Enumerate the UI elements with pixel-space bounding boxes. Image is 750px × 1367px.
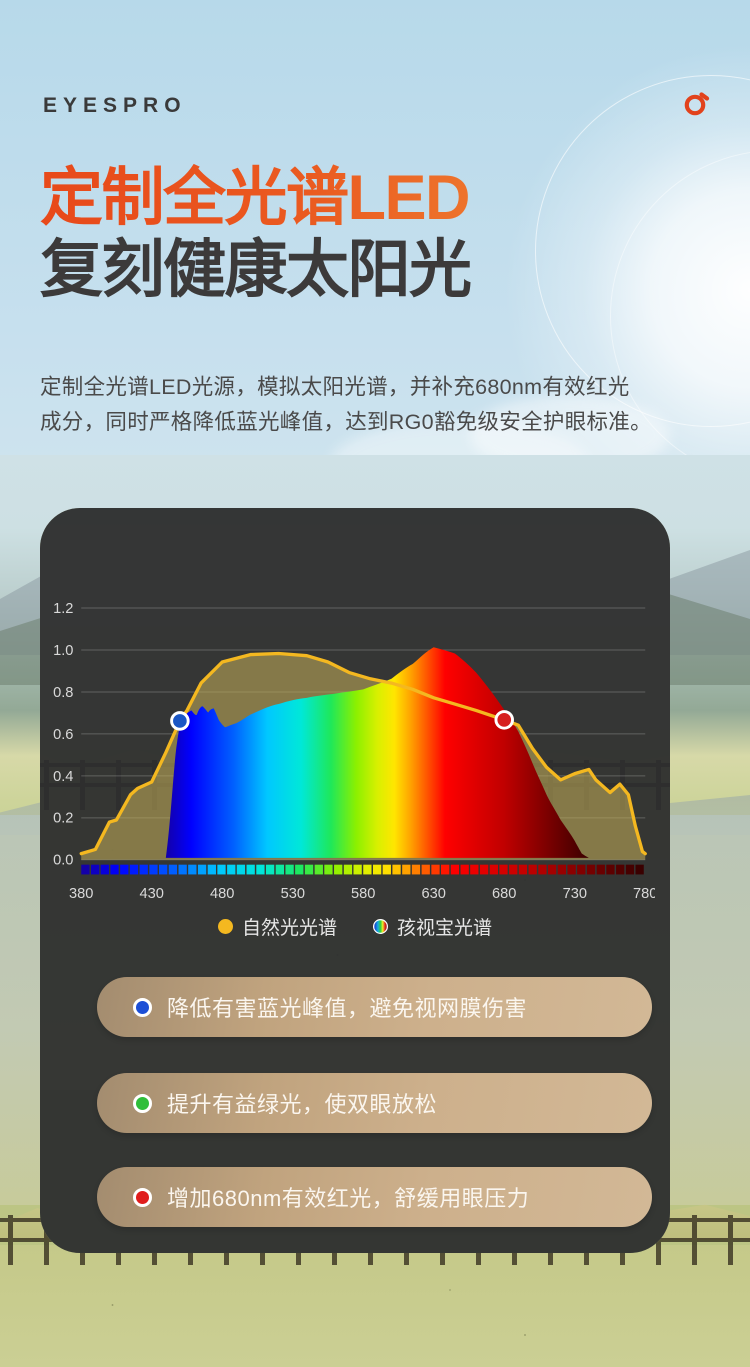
svg-text:1.2: 1.2 (53, 601, 73, 617)
svg-text:580: 580 (351, 886, 375, 902)
svg-text:1.0: 1.0 (53, 643, 73, 659)
svg-text:730: 730 (563, 886, 587, 902)
svg-text:530: 530 (281, 886, 305, 902)
svg-text:0.4: 0.4 (53, 769, 73, 785)
svg-text:0.0: 0.0 (53, 853, 73, 869)
svg-text:0.2: 0.2 (53, 811, 73, 827)
svg-text:380: 380 (69, 886, 93, 902)
svg-text:0.8: 0.8 (53, 685, 73, 701)
svg-text:0.6: 0.6 (53, 727, 73, 743)
svg-text:630: 630 (421, 886, 445, 902)
svg-text:780: 780 (633, 886, 655, 902)
svg-text:430: 430 (139, 886, 163, 902)
svg-text:680: 680 (492, 886, 516, 902)
svg-text:480: 480 (210, 886, 234, 902)
